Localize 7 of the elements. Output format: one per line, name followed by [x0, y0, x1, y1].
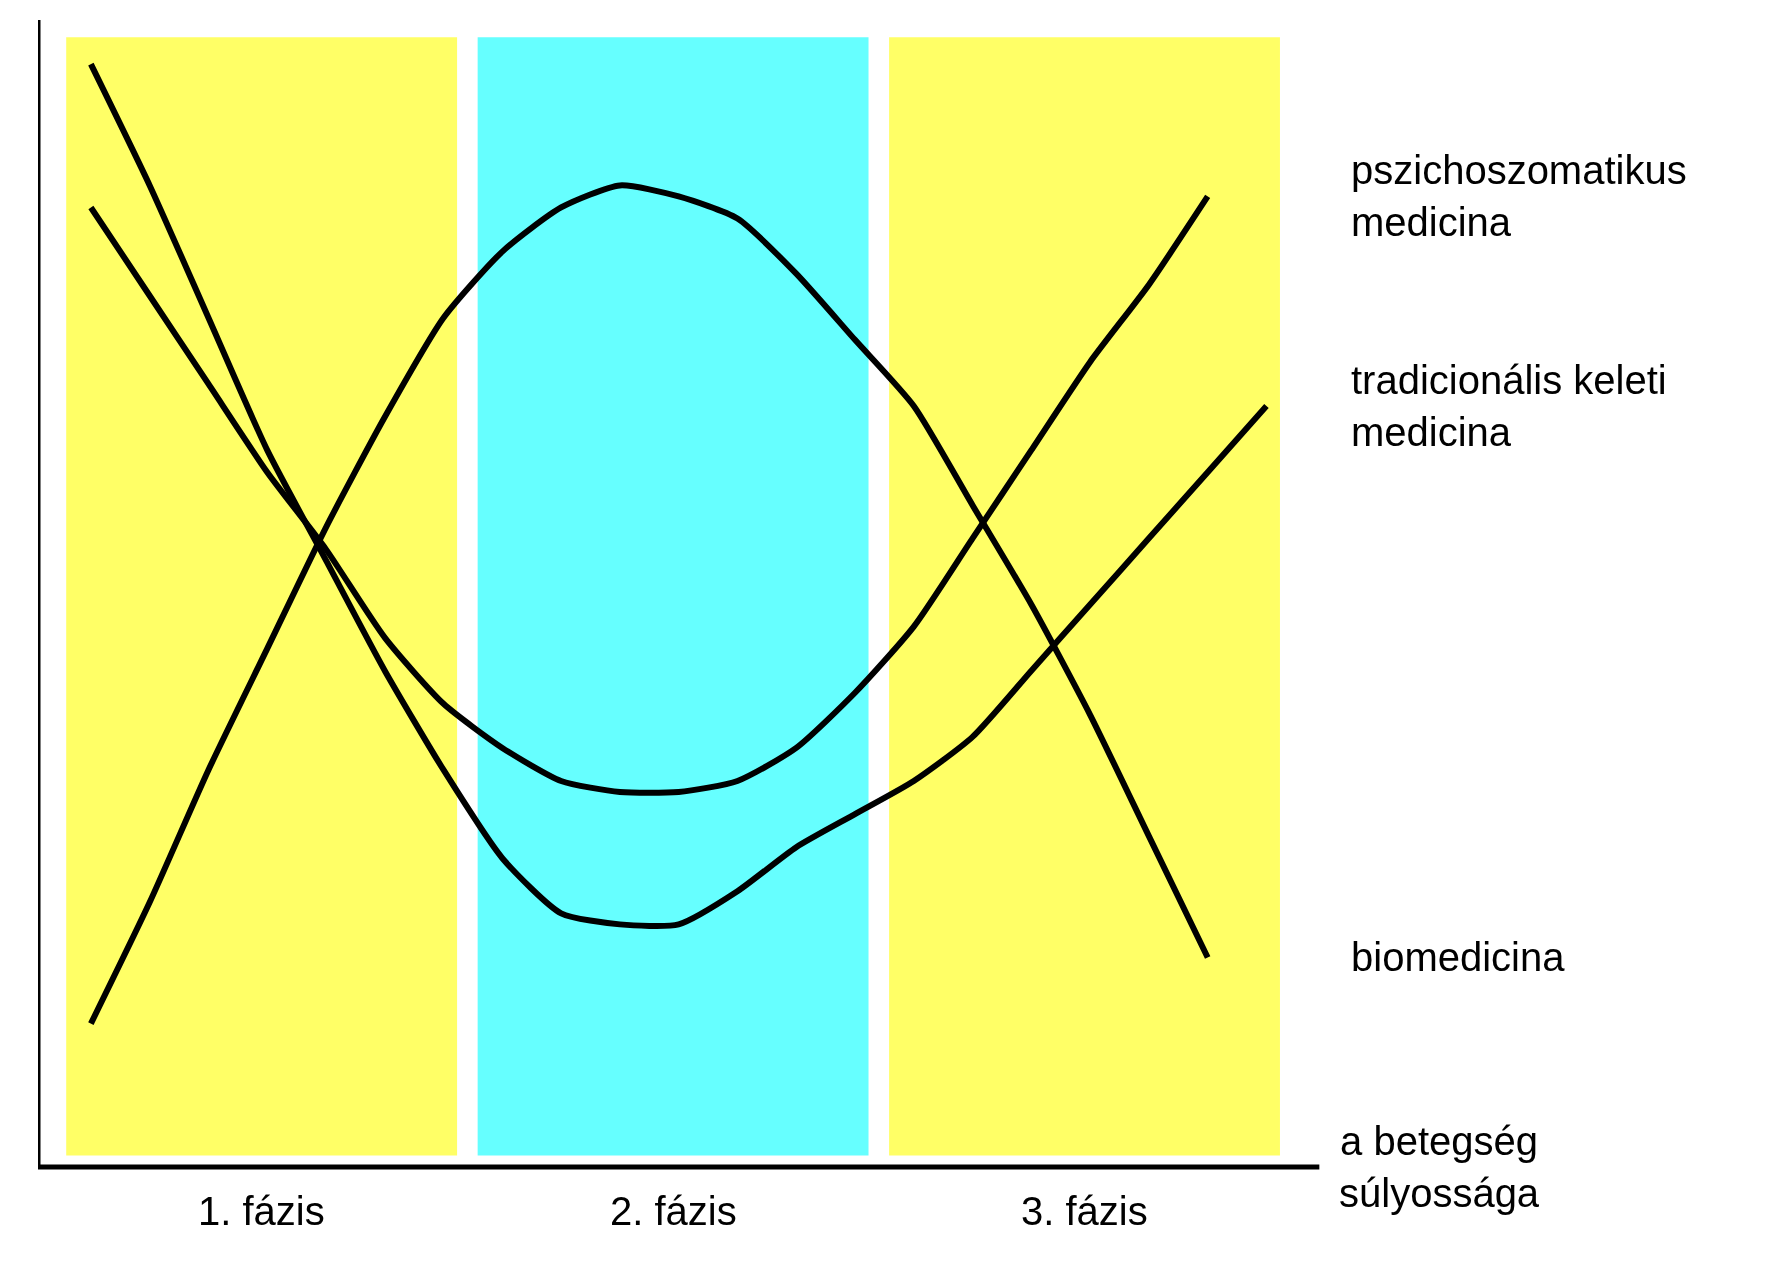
text: 3. fázis [1021, 1189, 1148, 1233]
text: 2. fázis [610, 1189, 737, 1233]
text: 1. fázis [198, 1189, 325, 1233]
x-axis-title: a betegség súlyossága [1339, 1119, 1540, 1215]
text: tradicionális keleti medicina [1351, 358, 1667, 454]
text: biomedicina [1351, 935, 1566, 979]
text: pszichoszomatikus medicina [1351, 148, 1687, 244]
